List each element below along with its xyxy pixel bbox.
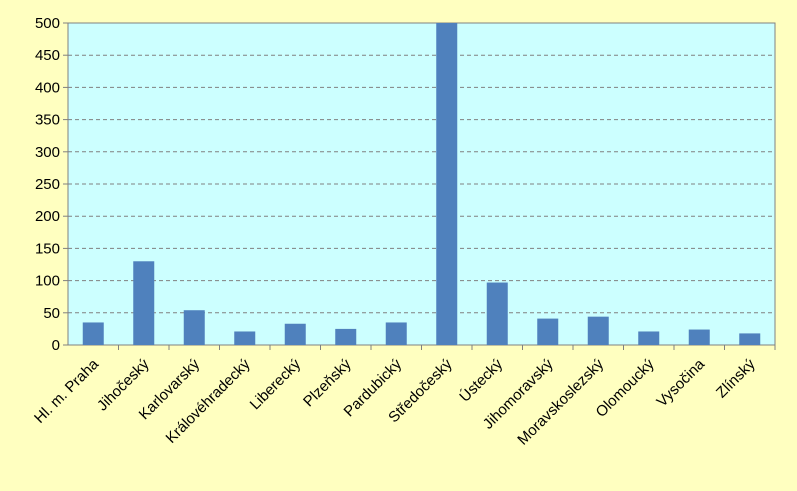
bar <box>82 322 104 345</box>
y-tick-label: 0 <box>52 337 60 354</box>
bar <box>385 322 407 345</box>
bar <box>133 261 155 345</box>
bar <box>537 318 559 345</box>
bar <box>739 333 761 345</box>
bar <box>486 282 508 345</box>
bar <box>688 329 710 345</box>
y-tick-label: 450 <box>35 47 60 64</box>
y-tick-label: 250 <box>35 176 60 193</box>
bar <box>436 23 458 345</box>
y-tick-label: 300 <box>35 144 60 161</box>
bar <box>638 331 660 345</box>
bar <box>587 316 609 345</box>
y-tick-label: 400 <box>35 79 60 96</box>
bar <box>284 323 306 345</box>
y-tick-label: 200 <box>35 208 60 225</box>
y-tick-label: 150 <box>35 240 60 257</box>
bar <box>335 328 357 345</box>
y-tick-label: 500 <box>35 15 60 32</box>
y-tick-label: 100 <box>35 273 60 290</box>
y-tick-label: 350 <box>35 112 60 129</box>
y-tick-label: 50 <box>43 305 60 322</box>
bar <box>234 331 256 345</box>
bar <box>183 310 205 345</box>
